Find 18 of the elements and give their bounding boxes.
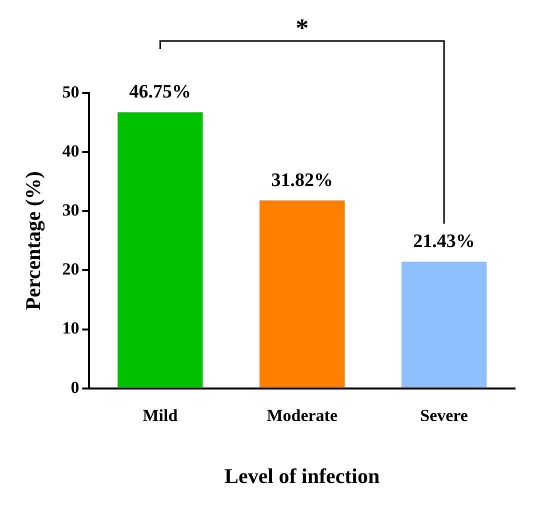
data-label: 21.43%: [413, 231, 475, 252]
bar: [260, 200, 345, 388]
x-tick-label: Mild: [142, 406, 178, 425]
bar: [118, 112, 203, 388]
text: *: [296, 14, 309, 43]
data-label: 31.82%: [271, 170, 333, 191]
y-tick-label: 40: [62, 141, 80, 160]
y-tick-label: 30: [62, 200, 80, 220]
y-tick-label: 50: [62, 82, 80, 102]
x-tick-label: Moderate: [266, 406, 338, 425]
x-tick-label: Severe: [420, 406, 468, 425]
y-tick-label: 10: [62, 318, 80, 338]
y-tick-label: 0: [70, 378, 80, 397]
y-tick-label: 20: [62, 260, 80, 279]
data-label: 46.75%: [129, 82, 192, 103]
x-axis-title: Level of infection: [224, 464, 380, 488]
bar: [401, 262, 487, 388]
y-axis-title: Percentage (%): [21, 171, 46, 310]
